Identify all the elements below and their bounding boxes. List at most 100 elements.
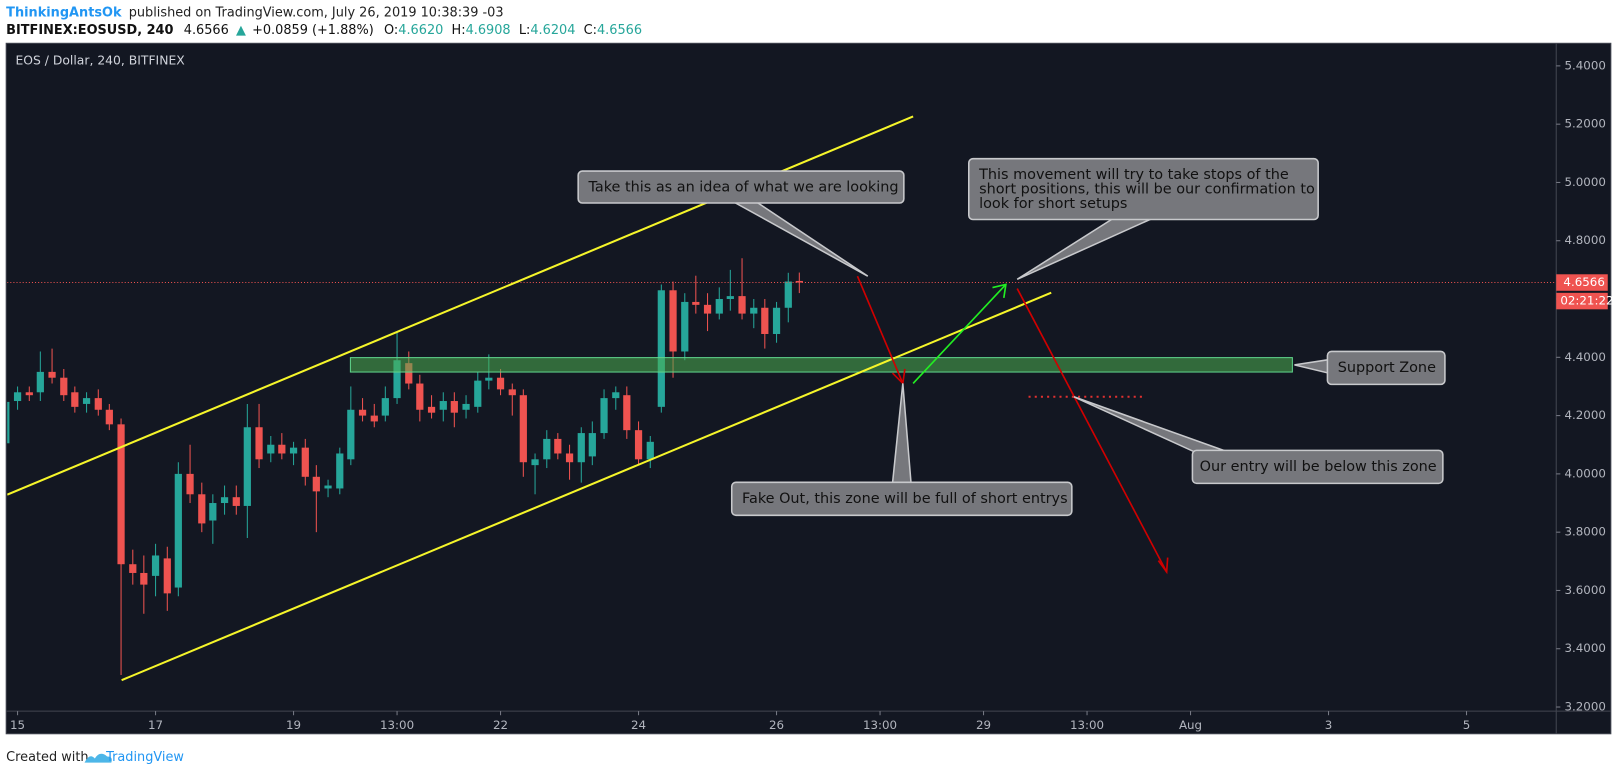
callout-text: Take this as an idea of what we are look… xyxy=(587,180,898,196)
last: 4.6566 xyxy=(184,22,229,37)
countdown-box xyxy=(1556,292,1608,310)
candle-body xyxy=(508,389,516,396)
candle-body xyxy=(450,401,458,413)
x-tick-label: 29 xyxy=(976,718,991,732)
candle-body xyxy=(393,360,401,399)
support-zone xyxy=(349,357,1293,373)
candle-body xyxy=(324,485,332,489)
x-tick-label: 3 xyxy=(1325,718,1333,732)
x-tick-label: 24 xyxy=(631,718,646,732)
axes: 3.2000 3.4000 3.6000 3.8000 4.0000 4.2000 4.40… xyxy=(10,58,1614,732)
candle-body xyxy=(577,433,585,463)
candle-body xyxy=(427,406,436,413)
y-tick-label: 5.4000 xyxy=(1564,58,1605,72)
candle-body xyxy=(220,497,229,504)
callout-text: look for short setups xyxy=(979,196,1127,212)
ohlc-value: 4.6204 xyxy=(530,22,575,37)
y-tick-label: 4.0000 xyxy=(1564,466,1605,480)
candle-body xyxy=(289,447,298,454)
candle-body xyxy=(496,377,505,390)
candle-body xyxy=(278,444,286,454)
candle-body xyxy=(60,377,68,396)
ohlc-value: 4.6908 xyxy=(466,22,511,37)
candle-body xyxy=(94,398,102,410)
candle-body xyxy=(117,424,125,565)
candle-body xyxy=(657,290,665,407)
candle-body xyxy=(588,433,596,457)
candle-body xyxy=(439,401,447,410)
candle-body xyxy=(543,438,551,460)
candle-body xyxy=(795,280,803,283)
ohlc-key: L: xyxy=(519,22,531,37)
x-tick-label: 19 xyxy=(286,718,301,732)
candle-body xyxy=(71,392,79,407)
y-tick-label: 5.0000 xyxy=(1564,175,1605,189)
arrow-green xyxy=(912,283,1007,384)
x-tick-label: 13:00 xyxy=(1070,718,1104,732)
callout-text: Our entry will be below this zone xyxy=(1200,459,1437,475)
plot-area xyxy=(7,258,1557,675)
candle-body xyxy=(474,380,482,407)
footer-brand: TradingView xyxy=(105,750,184,765)
footer-created: Created with xyxy=(6,750,88,765)
callout-text: short positions, this will be our confir… xyxy=(979,182,1315,198)
candle-body xyxy=(703,304,712,314)
candle-body xyxy=(232,497,240,506)
y-tick-label: 3.2000 xyxy=(1564,700,1605,714)
candle-body xyxy=(209,503,217,521)
callout xyxy=(577,170,905,204)
x-tick-label: Aug xyxy=(1179,718,1202,732)
arrow-red xyxy=(1016,288,1168,573)
callout xyxy=(968,157,1319,221)
callout-text: Fake Out, this zone will be full of shor… xyxy=(742,491,1068,507)
candle-body xyxy=(784,281,792,308)
candle-body xyxy=(726,296,734,300)
candle-body xyxy=(623,395,631,431)
callout xyxy=(730,481,1073,517)
y-tick-label: 4.8000 xyxy=(1564,233,1605,247)
candle-body xyxy=(669,290,677,352)
candle-body xyxy=(381,398,389,416)
candle-body xyxy=(163,558,171,594)
x-tick-label: 13:00 xyxy=(863,718,897,732)
candle-body xyxy=(198,494,206,524)
x-tick-label: 22 xyxy=(493,718,508,732)
candle-body xyxy=(681,301,689,352)
candle-body xyxy=(772,307,781,334)
candle-body xyxy=(565,453,574,463)
y-tick-label: 4.4000 xyxy=(1564,350,1605,364)
candle-body xyxy=(612,392,620,399)
x-tick-label: 5 xyxy=(1463,718,1471,732)
ohlc-value: 4.6566 xyxy=(597,22,642,37)
ohlc-key: C: xyxy=(584,22,597,37)
candle-body xyxy=(151,555,160,576)
candle-body xyxy=(140,572,148,585)
candle-body xyxy=(462,403,470,410)
candle-body xyxy=(82,398,91,404)
candle-body xyxy=(646,441,654,460)
candle-body xyxy=(519,395,527,463)
arrow-red xyxy=(856,275,904,384)
candle-body xyxy=(255,427,263,460)
candle-body xyxy=(600,398,608,434)
y-tick-label: 4.2000 xyxy=(1564,408,1605,422)
change: +0.0859 (+1.88%) xyxy=(252,22,374,37)
candle-body xyxy=(750,307,758,314)
author: ThinkingAntsOk xyxy=(6,5,122,20)
brand-logo xyxy=(84,753,112,763)
callout-text: This movement will try to take stops of … xyxy=(978,167,1289,183)
x-tick-label: 17 xyxy=(148,718,163,732)
candle-body xyxy=(129,564,137,573)
candle-body xyxy=(761,307,769,334)
candle-body xyxy=(267,444,275,454)
arrow: ▲ xyxy=(236,22,246,37)
y-tick-label: 3.4000 xyxy=(1564,641,1605,655)
candle-body xyxy=(7,401,10,444)
candle-body xyxy=(416,383,424,410)
candle-body xyxy=(301,447,309,477)
candle-body xyxy=(336,453,344,489)
candle-body xyxy=(312,476,320,492)
candle-body xyxy=(554,438,562,454)
candle-body xyxy=(36,371,44,393)
